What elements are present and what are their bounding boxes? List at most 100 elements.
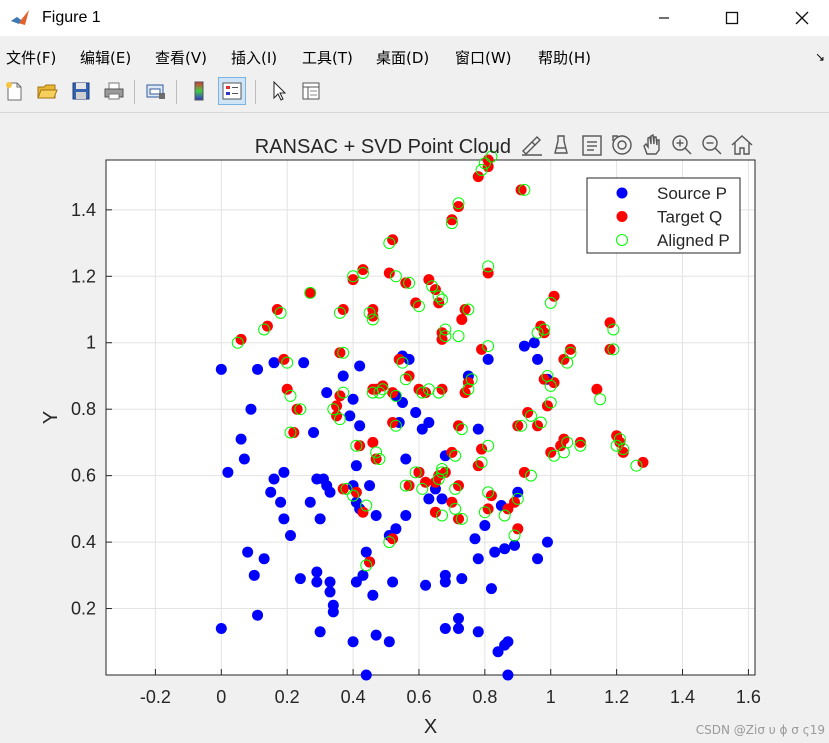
source-p-point <box>321 387 333 399</box>
target-q-point <box>558 433 570 445</box>
x-tick-label: 1 <box>546 687 556 707</box>
insert-legend-button[interactable] <box>218 77 246 105</box>
brush-icon[interactable] <box>522 136 542 156</box>
target-q-point <box>538 373 550 385</box>
aligned-p-point <box>436 293 449 306</box>
aligned-p-point <box>534 416 547 429</box>
source-p-point <box>472 626 484 638</box>
aligned-p-point <box>544 379 557 392</box>
aligned-p-point <box>231 336 244 349</box>
maximize-button[interactable] <box>709 0 755 36</box>
source-p-point <box>502 669 514 681</box>
menu-insert[interactable]: 插入(I) <box>231 49 278 67</box>
target-q-point <box>548 290 560 302</box>
series-aligned-p <box>231 150 643 572</box>
source-p-point <box>284 529 296 541</box>
source-p-point <box>252 363 264 375</box>
save-button[interactable] <box>67 77 95 105</box>
aligned-p-point <box>478 157 491 170</box>
restore-view-icon[interactable] <box>582 135 602 156</box>
legend[interactable]: Source P Target Q Aligned P <box>586 177 741 254</box>
rotate-icon[interactable] <box>612 135 632 155</box>
menu-view[interactable]: 查看(V) <box>155 49 207 67</box>
toolbar-separator <box>134 80 135 104</box>
target-q-point <box>476 443 488 455</box>
target-q-point <box>482 267 494 279</box>
aligned-p-point <box>498 509 511 522</box>
aligned-p-point <box>462 303 475 316</box>
source-p-point <box>367 589 379 601</box>
target-q-point <box>548 377 560 389</box>
target-q-point <box>512 523 524 535</box>
source-p-point <box>387 576 399 588</box>
source-p-point <box>314 513 326 525</box>
close-button[interactable] <box>779 0 825 36</box>
menu-edit[interactable]: 编辑(E) <box>80 49 132 67</box>
figure-canvas[interactable]: -0.2 0 0.2 0.4 0.6 0.8 1 1.2 1.4 1.6 0.2 0.4 0.6 0.8 1… <box>0 113 829 743</box>
aligned-p-point <box>333 413 346 426</box>
pan-icon[interactable] <box>643 133 660 155</box>
source-p-point <box>298 357 310 369</box>
source-p-point <box>400 510 412 522</box>
window-title: Figure 1 <box>42 9 101 26</box>
target-q-point <box>357 264 369 276</box>
menu-window[interactable]: 窗口(W) <box>455 49 512 67</box>
x-tick-label: 0.8 <box>472 687 497 707</box>
x-tick-label: 1.2 <box>604 687 629 707</box>
target-q-point <box>367 383 379 395</box>
scatter-points <box>215 150 649 681</box>
source-p-point <box>314 626 326 638</box>
source-p-point <box>222 466 234 478</box>
target-q-point <box>453 480 465 492</box>
source-p-point <box>324 486 336 498</box>
edit-plot-button[interactable] <box>264 77 292 105</box>
minimize-button[interactable] <box>641 0 687 36</box>
aligned-p-point <box>284 426 297 439</box>
aligned-p-point <box>478 506 491 519</box>
menu-tools[interactable]: 工具(T) <box>302 49 353 67</box>
axis-ticks: -0.2 0 0.2 0.4 0.6 0.8 1 1.2 1.4 1.6 0.2 0.4 0.6 0.8 1… <box>71 200 761 707</box>
insert-colorbar-button[interactable] <box>185 77 213 105</box>
source-p-point <box>370 629 382 641</box>
aligned-p-point <box>350 439 363 452</box>
y-tick-label: 0.4 <box>71 532 96 552</box>
aligned-p-point <box>630 459 643 472</box>
target-q-point <box>429 284 441 296</box>
target-q-point <box>261 320 273 332</box>
target-q-point <box>541 400 553 412</box>
legend-marker <box>616 187 628 199</box>
target-q-point <box>235 333 247 345</box>
menu-overflow-icon[interactable]: ↘ <box>814 50 825 64</box>
menu-bar: 文件(F) 编辑(E) 查看(V) 插入(I) 工具(T) 桌面(D) 窗口(W… <box>0 40 829 72</box>
aligned-p-point <box>366 313 379 326</box>
zoom-out-icon[interactable] <box>702 135 722 155</box>
zoom-in-icon[interactable] <box>672 135 692 155</box>
aligned-p-point <box>445 217 458 230</box>
menu-file[interactable]: 文件(F) <box>6 49 57 67</box>
aligned-p-point <box>475 163 488 176</box>
print-button[interactable] <box>100 77 128 105</box>
new-figure-button[interactable] <box>0 77 28 105</box>
menu-desktop[interactable]: 桌面(D) <box>376 49 430 67</box>
data-tips-icon[interactable] <box>554 135 568 154</box>
x-tick-label: 1.4 <box>670 687 695 707</box>
figure-toolbar <box>0 74 829 113</box>
source-p-point <box>469 533 481 545</box>
target-q-point <box>446 214 458 226</box>
aligned-p-point <box>452 197 465 210</box>
toolbar-separator <box>176 80 177 104</box>
aligned-p-point <box>607 343 620 356</box>
target-q-point <box>387 533 399 545</box>
aligned-p-point <box>383 237 396 250</box>
source-p-point <box>423 416 435 428</box>
watermark: CSDN @Ziσ υ ϕ σ ς19 <box>695 723 825 737</box>
menu-help[interactable]: 帮助(H) <box>538 49 591 67</box>
print-preview-button[interactable] <box>142 77 170 105</box>
property-inspector-button[interactable] <box>297 77 325 105</box>
target-q-point <box>403 480 415 492</box>
open-file-button[interactable] <box>33 77 61 105</box>
home-icon[interactable] <box>731 135 753 155</box>
source-p-point <box>278 466 290 478</box>
source-p-point <box>479 519 491 531</box>
target-q-point <box>485 490 497 502</box>
